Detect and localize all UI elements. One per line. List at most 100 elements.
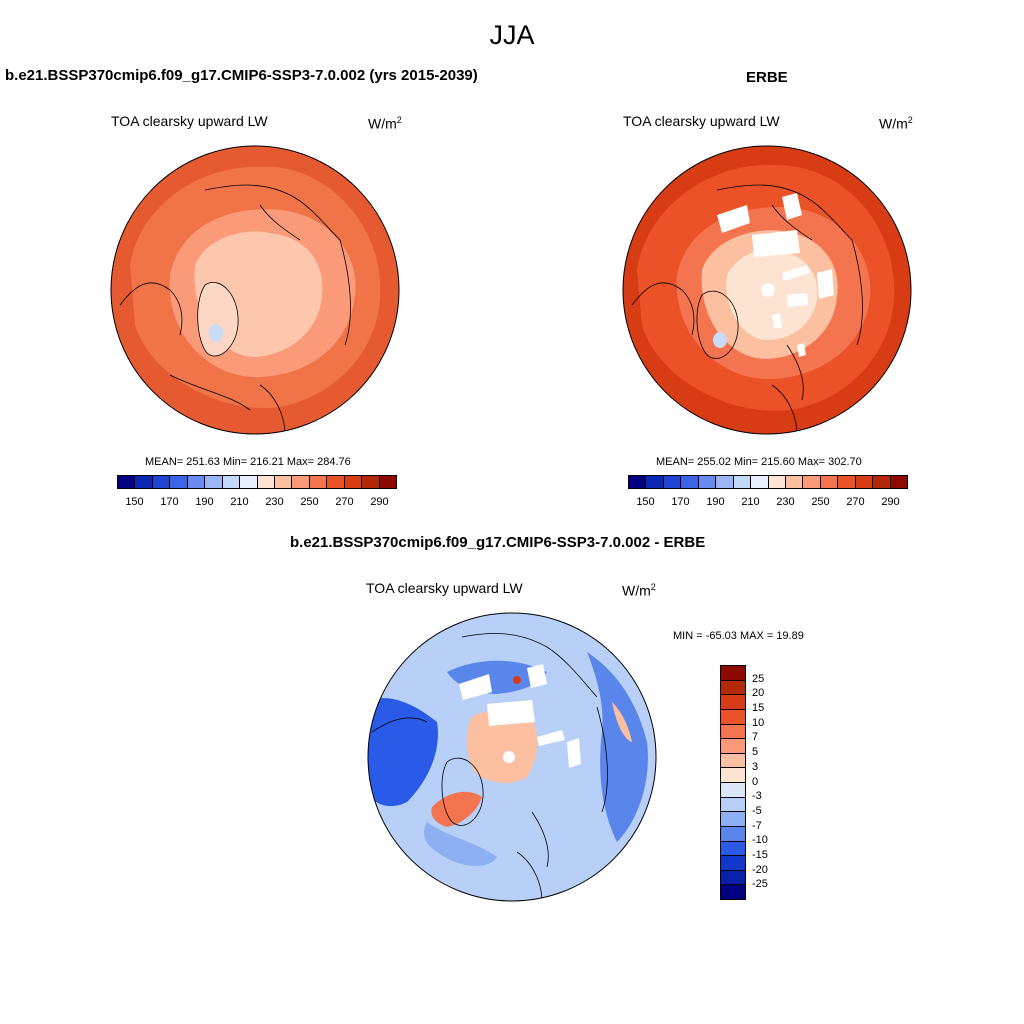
diff-colorbar-tick: 0 <box>752 775 759 788</box>
model-map-border <box>110 145 400 435</box>
diff-units: W/m2 <box>622 582 656 599</box>
diff-colorbar-swatch <box>721 856 745 871</box>
model-colorbar-swatch <box>292 476 310 488</box>
diff-colorbar-ticks: 25 20 15 10 7 5 3 0 -3 -5 -7 -10 -15 -20 -25 <box>752 665 792 900</box>
diff-colorbar-tick: 3 <box>752 760 759 773</box>
diff-field-warm-greenland <box>431 791 482 827</box>
diff-coast-eurasia <box>461 633 608 813</box>
diff-colorbar-tick: 20 <box>752 687 765 700</box>
obs-greenland-cold-spot <box>713 332 727 348</box>
obs-variable-label: TOA clearsky upward LW <box>623 113 780 129</box>
diff-colorbar-tick: 15 <box>752 702 765 715</box>
obs-colorbar-tick: 250 <box>811 496 830 508</box>
diff-colorbar-tick: 25 <box>752 672 765 685</box>
obs-colorbar-swatch <box>873 476 891 488</box>
model-colorbar-swatch <box>274 476 293 488</box>
obs-missing-data <box>717 193 834 357</box>
diff-stats: MIN = -65.03 MAX = 19.89 <box>673 630 804 642</box>
diff-colorbar-tick: 10 <box>752 716 765 729</box>
obs-coast-greenland <box>696 290 739 359</box>
diff-colorbar-swatch <box>721 680 745 696</box>
obs-colorbar-swatch <box>733 476 752 488</box>
diff-colorbar <box>720 665 746 900</box>
obs-colorbar-tick: 170 <box>671 496 690 508</box>
model-colorbar-swatch <box>170 476 188 488</box>
model-colorbar-swatch <box>362 476 380 488</box>
obs-colorbar-tick: 150 <box>636 496 655 508</box>
model-units: W/m2 <box>368 115 402 132</box>
diff-field-blue-west <box>368 698 438 807</box>
model-colorbar-swatch <box>309 476 328 488</box>
model-colorbar-swatch <box>222 476 241 488</box>
model-colorbar-tick: 250 <box>300 496 319 508</box>
diff-colorbar-swatch <box>721 826 745 842</box>
model-colorbar-tick: 210 <box>230 496 249 508</box>
diff-polar-map <box>367 612 657 902</box>
obs-colorbar-swatch <box>716 476 734 488</box>
obs-colorbar-tick: 230 <box>776 496 795 508</box>
diff-variable-label: TOA clearsky upward LW <box>366 580 523 596</box>
diff-coast-america <box>371 717 549 901</box>
model-colorbar-swatch <box>118 476 136 488</box>
diff-colorbar-tick: -15 <box>752 848 768 861</box>
diff-colorbar-swatch <box>721 768 745 783</box>
diff-colorbar-tick: -3 <box>752 790 762 803</box>
obs-colorbar-swatch <box>751 476 769 488</box>
obs-colorbar-swatch <box>663 476 682 488</box>
diff-colorbar-swatch <box>721 666 745 681</box>
diff-colorbar-swatch <box>721 783 745 798</box>
obs-colorbar-swatch <box>890 476 907 488</box>
model-colorbar-swatch <box>344 476 363 488</box>
model-colorbar-tick: 150 <box>125 496 144 508</box>
model-colorbar-swatch <box>240 476 258 488</box>
model-coast-eurasia <box>204 184 351 346</box>
diff-colorbar-tick: -20 <box>752 863 768 876</box>
model-colorbar-tick: 190 <box>195 496 214 508</box>
model-coast-greenland <box>197 282 239 357</box>
obs-colorbar-swatch <box>629 476 647 488</box>
diff-colorbar-tick: 7 <box>752 731 759 744</box>
diff-colorbar-tick: 5 <box>752 746 759 759</box>
obs-colorbar-swatch <box>855 476 874 488</box>
model-colorbar <box>117 475 397 489</box>
model-case-title: b.e21.BSSP370cmip6.f09_g17.CMIP6-SSP3-7.… <box>5 67 478 84</box>
diff-colorbar-swatch <box>721 870 745 886</box>
obs-colorbar-swatch <box>681 476 699 488</box>
model-stats: MEAN= 251.63 Min= 216.21 Max= 284.76 <box>145 456 351 468</box>
diff-colorbar-swatch <box>721 812 745 827</box>
model-colorbar-tick: 290 <box>370 496 389 508</box>
model-greenland <box>197 282 239 356</box>
obs-colorbar-swatch <box>768 476 786 488</box>
diff-hotspot <box>513 676 521 684</box>
obs-colorbar-swatch <box>820 476 839 488</box>
obs-colorbar-swatch <box>803 476 821 488</box>
model-colorbar-swatch <box>135 476 153 488</box>
model-colorbar-swatch <box>205 476 223 488</box>
model-colorbar-tick: 230 <box>265 496 284 508</box>
diff-colorbar-swatch <box>721 885 745 899</box>
obs-colorbar-swatch <box>698 476 717 488</box>
model-colorbar-ticks: 150 170 190 210 230 250 270 290 <box>117 496 397 510</box>
figure-title: JJA <box>489 20 535 50</box>
diff-field-blue-east <box>587 652 648 842</box>
obs-case-title: ERBE <box>746 69 788 86</box>
model-variable-label: TOA clearsky upward LW <box>111 113 268 129</box>
obs-colorbar-ticks: 150 170 190 210 230 250 270 290 <box>628 496 908 510</box>
model-greenland-cold-spot <box>209 324 223 342</box>
diff-coast-greenland <box>441 757 484 826</box>
obs-stats: MEAN= 255.02 Min= 215.60 Max= 302.70 <box>656 456 862 468</box>
diff-field-warm-core <box>467 709 538 784</box>
diff-colorbar-swatch <box>721 739 745 754</box>
diff-colorbar-swatch <box>721 709 745 725</box>
model-colorbar-tick: 270 <box>335 496 354 508</box>
obs-coast-eurasia <box>716 184 863 346</box>
obs-colorbar-tick: 190 <box>706 496 725 508</box>
diff-colorbar-swatch <box>721 841 745 857</box>
obs-map-border <box>622 145 912 435</box>
obs-colorbar-tick: 270 <box>846 496 865 508</box>
obs-colorbar-tick: 210 <box>741 496 760 508</box>
diff-field-blue-south <box>424 822 497 867</box>
obs-units: W/m2 <box>879 115 913 132</box>
model-colorbar-swatch <box>327 476 345 488</box>
model-colorbar-swatch <box>257 476 275 488</box>
